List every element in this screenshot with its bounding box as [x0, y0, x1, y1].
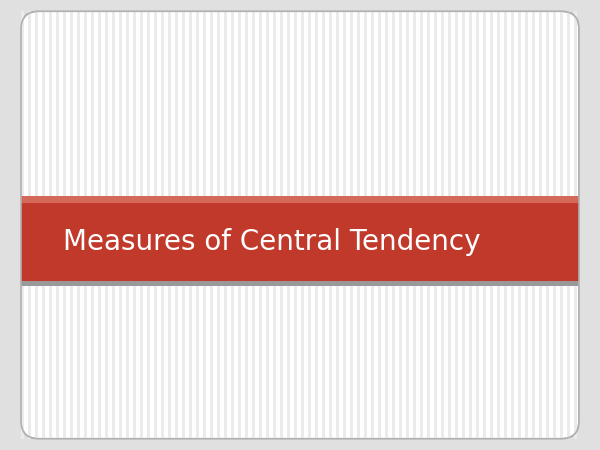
Bar: [98, 11, 101, 439]
Bar: [280, 11, 283, 439]
Bar: [0, 439, 600, 450]
Bar: [0, 0, 600, 11]
Bar: [497, 11, 500, 439]
Bar: [385, 11, 388, 439]
Bar: [357, 11, 360, 439]
Bar: [273, 11, 276, 439]
Bar: [126, 11, 129, 439]
Text: Measures of Central Tendency: Measures of Central Tendency: [63, 228, 481, 256]
Bar: [371, 11, 374, 439]
Bar: [21, 281, 579, 286]
Bar: [329, 11, 332, 439]
Bar: [350, 11, 353, 439]
Bar: [56, 11, 59, 439]
Bar: [91, 11, 94, 439]
Bar: [525, 11, 528, 439]
Bar: [574, 11, 577, 439]
Bar: [210, 11, 213, 439]
Bar: [560, 11, 563, 439]
Bar: [35, 11, 38, 439]
Bar: [539, 11, 542, 439]
Bar: [224, 11, 227, 439]
Bar: [511, 11, 514, 439]
Bar: [441, 11, 444, 439]
Bar: [84, 11, 87, 439]
Bar: [119, 11, 122, 439]
Bar: [483, 11, 486, 439]
Bar: [21, 196, 579, 202]
Bar: [518, 11, 521, 439]
Bar: [161, 11, 164, 439]
Bar: [420, 11, 423, 439]
Bar: [336, 11, 339, 439]
Bar: [553, 11, 556, 439]
Bar: [469, 11, 472, 439]
Bar: [238, 11, 241, 439]
Bar: [455, 11, 458, 439]
Bar: [434, 11, 437, 439]
Bar: [399, 11, 402, 439]
Bar: [378, 11, 381, 439]
Bar: [133, 11, 136, 439]
Bar: [21, 11, 24, 439]
FancyBboxPatch shape: [21, 11, 579, 439]
Bar: [154, 11, 157, 439]
Bar: [392, 11, 395, 439]
Bar: [406, 11, 409, 439]
Bar: [579, 0, 600, 450]
Bar: [105, 11, 108, 439]
Bar: [427, 11, 430, 439]
Bar: [315, 11, 318, 439]
Bar: [259, 11, 262, 439]
Bar: [490, 11, 493, 439]
Bar: [217, 11, 220, 439]
Bar: [364, 11, 367, 439]
Bar: [77, 11, 80, 439]
Bar: [28, 11, 31, 439]
Bar: [546, 11, 549, 439]
Bar: [112, 11, 115, 439]
Bar: [189, 11, 192, 439]
Bar: [0, 0, 21, 450]
Bar: [21, 202, 579, 281]
Bar: [70, 11, 73, 439]
Bar: [42, 11, 45, 439]
Bar: [322, 11, 325, 439]
Bar: [196, 11, 199, 439]
Bar: [252, 11, 255, 439]
Bar: [413, 11, 416, 439]
Bar: [301, 11, 304, 439]
Bar: [462, 11, 465, 439]
Bar: [343, 11, 346, 439]
Bar: [308, 11, 311, 439]
Bar: [287, 11, 290, 439]
Bar: [175, 11, 178, 439]
Bar: [147, 11, 150, 439]
Bar: [63, 11, 66, 439]
Bar: [476, 11, 479, 439]
Bar: [567, 11, 570, 439]
Bar: [49, 11, 52, 439]
Bar: [504, 11, 507, 439]
Bar: [231, 11, 234, 439]
Bar: [140, 11, 143, 439]
Bar: [532, 11, 535, 439]
Bar: [266, 11, 269, 439]
Bar: [448, 11, 451, 439]
Bar: [245, 11, 248, 439]
Bar: [294, 11, 297, 439]
Bar: [182, 11, 185, 439]
Bar: [168, 11, 171, 439]
Bar: [203, 11, 206, 439]
